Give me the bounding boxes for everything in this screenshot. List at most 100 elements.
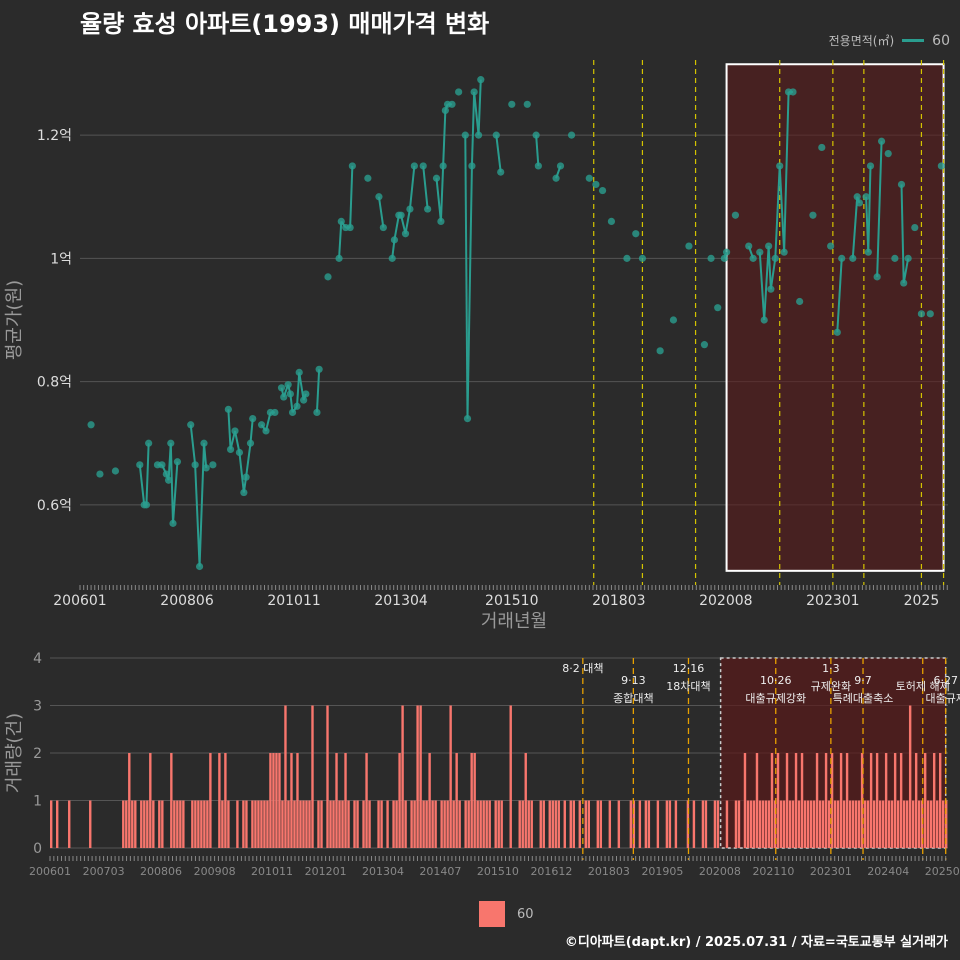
credit-text: ©디아파트(dapt.kr) / 2025.07.31 / 자료=국토교통부 실…: [564, 935, 948, 950]
price-y-tick-label: 0.8억: [37, 375, 72, 391]
volume-bar: [770, 753, 774, 848]
volume-bar: [656, 800, 660, 848]
volume-bar: [539, 800, 542, 848]
price-point: [789, 88, 797, 96]
volume-bar: [425, 800, 428, 848]
price-line-segment: [763, 245, 770, 321]
price-point: [167, 439, 175, 447]
volume-bar: [275, 753, 278, 848]
volume-bar: [617, 800, 621, 848]
price-y-axis-label: 평균가(원): [4, 280, 25, 360]
volume-bar: [269, 753, 272, 848]
price-line-segment: [296, 372, 301, 407]
volume-bar: [50, 800, 53, 848]
volume-bar: [527, 800, 530, 848]
volume-bar: [629, 800, 633, 848]
price-point: [401, 230, 410, 238]
price-point: [707, 254, 715, 262]
price-line-segment: [169, 443, 174, 524]
volume-bar: [449, 705, 452, 848]
price-point: [669, 316, 678, 324]
volume-bar: [260, 800, 263, 848]
volume-bar: [929, 800, 933, 848]
price-point: [809, 211, 817, 219]
price-point: [855, 199, 864, 207]
volume-bar: [884, 753, 888, 848]
volume-bar: [176, 800, 179, 848]
volume-bar: [785, 753, 789, 848]
volume-bar: [794, 753, 798, 848]
volume-bar: [170, 753, 173, 848]
price-line-segment: [349, 165, 354, 228]
price-point: [767, 285, 775, 293]
price-point: [833, 328, 841, 336]
event-date-label: 9·7: [854, 674, 872, 687]
volume-bar: [800, 753, 804, 848]
volume-bar: [857, 800, 861, 848]
volume-bar: [392, 800, 395, 848]
volume-bar: [122, 800, 125, 848]
volume-bar: [935, 800, 939, 848]
volume-bar: [899, 753, 903, 848]
volume-bar: [797, 800, 801, 848]
volume-bar: [782, 800, 786, 848]
volume-bar: [200, 800, 203, 848]
volume-bar: [320, 800, 323, 848]
volume-bar: [458, 800, 461, 848]
volume-bar: [356, 800, 359, 848]
price-point: [441, 106, 449, 115]
price-point: [262, 427, 270, 435]
volume-x-tick-label: 201510: [477, 865, 519, 878]
volume-bar: [485, 800, 488, 848]
price-point: [257, 421, 266, 429]
event-name-label: 18차대책: [666, 680, 710, 693]
volume-bar: [608, 800, 612, 848]
price-point: [162, 470, 170, 478]
volume-bar: [860, 753, 864, 848]
volume-bar: [497, 800, 500, 848]
price-point: [379, 223, 387, 232]
volume-bar: [368, 800, 371, 848]
volume-bar: [203, 800, 206, 848]
price-point: [284, 381, 292, 389]
volume-bar: [755, 753, 759, 848]
price-x-tick-label: 201011: [267, 593, 320, 609]
volume-bar: [599, 800, 603, 848]
volume-bar: [851, 800, 855, 848]
price-legend: 전용면적(㎡) 60: [829, 32, 950, 49]
volume-bar: [467, 800, 470, 848]
price-line-segment: [145, 443, 150, 505]
volume-bar: [551, 800, 554, 848]
price-line-segment: [203, 443, 208, 468]
price-point: [685, 242, 693, 250]
event-date-label: 12·16: [673, 662, 705, 675]
price-point: [873, 273, 881, 281]
price-point: [497, 168, 505, 176]
price-point: [202, 464, 210, 472]
volume-bar: [146, 800, 149, 848]
volume-bar: [317, 800, 320, 848]
volume-bar: [848, 800, 852, 848]
price-point: [295, 368, 303, 376]
volume-x-tick-label: 201803: [588, 865, 630, 878]
price-point: [864, 248, 872, 256]
volume-bar: [326, 705, 329, 848]
price-point: [463, 415, 472, 423]
volume-bar: [377, 800, 380, 848]
volume-bar: [668, 800, 672, 848]
price-point: [897, 180, 906, 189]
price-line-segment: [466, 165, 473, 419]
volume-x-tick-label: 201011: [251, 865, 293, 878]
price-point: [838, 254, 846, 262]
volume-bar: [182, 800, 185, 848]
volume-bar: [638, 800, 642, 848]
price-point: [364, 174, 372, 182]
price-point: [191, 461, 199, 469]
volume-bar: [293, 800, 296, 848]
volume-bar: [908, 705, 912, 848]
price-point: [900, 279, 908, 287]
price-line-segment: [439, 165, 445, 222]
volume-bar: [815, 753, 819, 848]
price-point: [375, 193, 383, 201]
price-x-tick-label: 201803: [592, 593, 645, 609]
